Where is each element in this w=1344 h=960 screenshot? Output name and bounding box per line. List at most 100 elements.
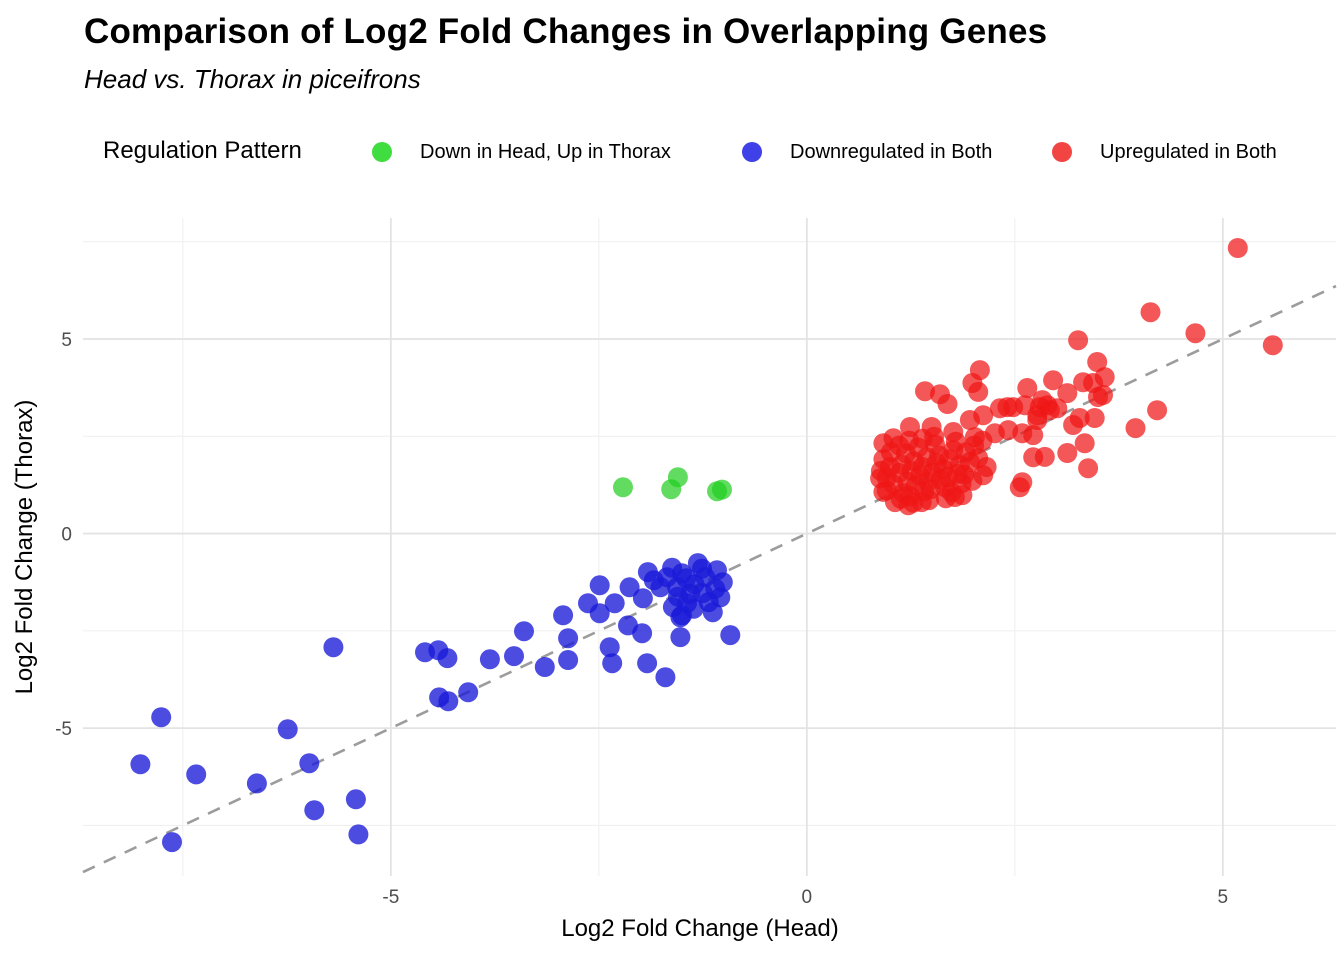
data-point: [662, 557, 683, 578]
legend-item-down-head-up-thorax: Down in Head, Up in Thorax: [372, 128, 671, 176]
y-tick-label: 0: [61, 525, 72, 546]
scatter-points: [130, 238, 1283, 853]
series: [130, 553, 741, 853]
data-point: [1084, 408, 1105, 428]
red-dot-icon: [1052, 142, 1072, 162]
data-point: [973, 405, 994, 426]
data-point: [1147, 400, 1168, 421]
data-point: [323, 637, 344, 658]
data-point: [935, 488, 956, 509]
data-point: [514, 621, 534, 642]
data-point: [632, 623, 653, 644]
data-point: [558, 650, 579, 670]
data-point: [1083, 373, 1104, 393]
data-point: [937, 394, 958, 414]
data-point: [1034, 446, 1055, 467]
y-tick-label: 5: [61, 330, 72, 351]
data-point: [972, 430, 993, 451]
data-point: [643, 570, 664, 591]
data-point: [632, 588, 653, 609]
data-point: [1185, 323, 1206, 344]
blue-dot-icon: [742, 142, 762, 162]
data-point: [604, 593, 625, 614]
data-point: [1009, 477, 1030, 498]
data-point: [1068, 330, 1089, 351]
data-point: [613, 477, 633, 498]
data-point: [997, 397, 1018, 418]
data-point: [876, 480, 897, 501]
green-dot-icon: [372, 142, 392, 162]
data-point: [589, 575, 610, 596]
data-point: [919, 490, 940, 511]
data-point: [1262, 335, 1283, 356]
data-point: [151, 707, 172, 728]
data-point: [661, 479, 682, 500]
data-point: [246, 773, 267, 794]
data-point: [304, 800, 325, 821]
legend: Regulation Pattern Down in Head, Up in T…: [0, 128, 1344, 176]
y-tick-label: -5: [55, 719, 72, 740]
data-point: [870, 460, 891, 481]
legend-item-label: Upregulated in Both: [1100, 140, 1277, 163]
legend-item-downregulated-both: Downregulated in Both: [742, 128, 992, 176]
data-point: [1087, 352, 1108, 372]
data-point: [1074, 433, 1095, 454]
data-point: [558, 628, 579, 649]
data-point: [130, 754, 151, 775]
data-point: [1017, 378, 1038, 398]
data-point: [692, 558, 712, 579]
data-point: [458, 682, 479, 703]
data-point: [534, 657, 555, 677]
data-point: [277, 719, 298, 740]
data-point: [952, 485, 973, 506]
data-point: [186, 764, 207, 785]
chart-subtitle: Head vs. Thorax in piceifrons: [84, 64, 421, 94]
data-point: [1047, 398, 1068, 419]
data-point: [924, 426, 945, 447]
series: [870, 238, 1283, 516]
data-point: [683, 598, 704, 619]
data-point: [1125, 418, 1146, 439]
series: [613, 467, 732, 502]
data-point: [712, 479, 732, 500]
data-point: [915, 381, 935, 402]
data-point: [968, 381, 989, 402]
x-axis-title: Log2 Fold Change (Head): [561, 915, 839, 942]
data-point: [637, 653, 658, 674]
legend-item-label: Downregulated in Both: [790, 140, 993, 163]
data-point: [976, 457, 997, 477]
data-point: [962, 470, 983, 491]
data-point: [599, 637, 620, 658]
x-tick-label: 5: [1218, 887, 1229, 908]
data-point: [589, 603, 610, 624]
data-point: [1057, 383, 1078, 404]
data-point: [705, 578, 726, 599]
data-point: [479, 649, 500, 670]
legend-item-upregulated-both: Upregulated in Both: [1052, 128, 1277, 176]
axis-tick-labels: -5 0 5 5 0 -5: [55, 330, 1228, 908]
data-point: [1078, 458, 1099, 479]
data-point: [667, 586, 688, 607]
data-point: [1063, 415, 1084, 435]
data-point: [1027, 405, 1048, 426]
data-point: [1227, 238, 1248, 258]
chart-title: Comparison of Log2 Fold Changes in Overl…: [84, 12, 1048, 51]
data-point: [619, 577, 640, 598]
data-point: [720, 625, 741, 646]
x-tick-label: -5: [382, 887, 399, 908]
data-point: [162, 832, 182, 853]
data-point: [670, 627, 691, 648]
data-point: [437, 648, 458, 669]
data-point: [1140, 302, 1161, 323]
data-point: [438, 691, 459, 712]
data-point: [504, 646, 524, 667]
data-point: [655, 667, 676, 688]
gridlines-minor: [83, 218, 1336, 876]
data-point: [553, 605, 574, 626]
data-point: [299, 753, 320, 774]
y-axis-title: Log2 Fold Change (Thorax): [11, 400, 38, 695]
data-point: [1043, 370, 1064, 391]
data-point: [602, 653, 623, 674]
